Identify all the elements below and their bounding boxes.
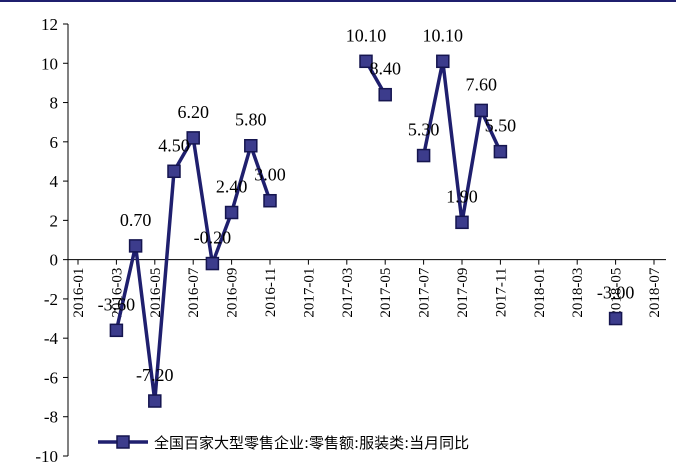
y-tick-label: 10 xyxy=(41,54,58,73)
data-label: 0.70 xyxy=(120,210,152,230)
series-line xyxy=(109,54,623,408)
data-point xyxy=(186,131,200,145)
data-point xyxy=(359,54,373,69)
x-tick-label: 2017-09 xyxy=(455,268,471,318)
y-tick-label: -8 xyxy=(44,408,58,427)
data-point xyxy=(608,311,623,326)
data-point xyxy=(224,205,239,220)
data-point xyxy=(128,239,143,253)
y-tick-label: -2 xyxy=(44,290,58,309)
y-tick-label: 12 xyxy=(41,15,58,34)
legend: 全国百家大型零售企业:零售额:服装类:当月同比 xyxy=(98,434,469,452)
x-tick-label: 2018-07 xyxy=(647,267,663,317)
x-tick-label: 2016-09 xyxy=(225,268,241,318)
data-label: 2.40 xyxy=(216,177,248,197)
data-point xyxy=(109,323,124,338)
data-label: -7.20 xyxy=(136,365,174,385)
x-tick-label: 2016-01 xyxy=(71,268,87,318)
data-label: 7.60 xyxy=(465,74,497,94)
x-tick-label: 2017-03 xyxy=(340,268,356,318)
data-label: 6.20 xyxy=(177,102,209,122)
legend-marker xyxy=(116,435,130,449)
data-point xyxy=(205,256,220,271)
data-point xyxy=(474,103,488,118)
data-label: -0.20 xyxy=(194,228,232,248)
data-label: 3.00 xyxy=(254,165,286,185)
data-label: 4.50 xyxy=(158,135,190,155)
y-tick-label: -4 xyxy=(44,329,59,348)
data-point xyxy=(378,87,392,102)
y-tick-label: 2 xyxy=(50,211,59,230)
y-tick-label: 6 xyxy=(50,133,59,152)
x-tick-label: 2017-05 xyxy=(378,268,394,318)
x-tick-label: 2016-07 xyxy=(186,267,202,317)
x-tick-label: 2016-11 xyxy=(263,268,279,317)
data-point xyxy=(244,138,258,153)
data-point xyxy=(263,193,277,208)
data-label: 5.30 xyxy=(408,120,440,140)
y-tick-label: -10 xyxy=(35,447,58,466)
data-point xyxy=(148,394,162,408)
x-tick-label: 2017-07 xyxy=(417,267,433,317)
data-point xyxy=(167,164,181,179)
data-label: 5.50 xyxy=(485,116,517,136)
x-tick-label: 2018-03 xyxy=(570,268,586,318)
x-tick-label: 2017-11 xyxy=(493,268,509,317)
y-tick-label: -6 xyxy=(44,368,58,387)
y-tick-label: 0 xyxy=(50,251,59,270)
legend-label: 全国百家大型零售企业:零售额:服装类:当月同比 xyxy=(154,434,469,452)
x-axis: 2016-01 2016-03 2016-05 2016-07 2016-09 2016-… xyxy=(68,259,666,318)
x-tick-label: 2017-01 xyxy=(301,268,317,318)
data-label: 8.40 xyxy=(369,59,401,79)
data-label: 5.80 xyxy=(235,110,267,130)
data-label: -3.00 xyxy=(597,283,635,303)
x-tick-label: 2018-01 xyxy=(532,268,548,318)
y-tick-label: 8 xyxy=(50,94,59,113)
x-tick-label: 2016-05 xyxy=(148,268,164,318)
data-label: -3.60 xyxy=(98,294,136,314)
data-label: 10.10 xyxy=(346,25,387,45)
data-point xyxy=(493,144,508,159)
y-axis: -10 -8 -6 -4 -2 0 2 4 6 8 10 12 xyxy=(35,15,69,466)
data-labels: -3.60 0.70 -7.20 4.50 6.20 -0.20 2.40 5.80 3.00 1… xyxy=(98,25,635,385)
y-tick-label: 4 xyxy=(50,172,59,191)
data-label: 10.10 xyxy=(423,25,464,45)
data-label: 1.90 xyxy=(446,186,478,206)
data-point xyxy=(436,54,450,69)
x-tick-label: 2018-05 xyxy=(609,268,625,318)
data-point xyxy=(455,215,469,230)
data-point xyxy=(416,148,431,163)
